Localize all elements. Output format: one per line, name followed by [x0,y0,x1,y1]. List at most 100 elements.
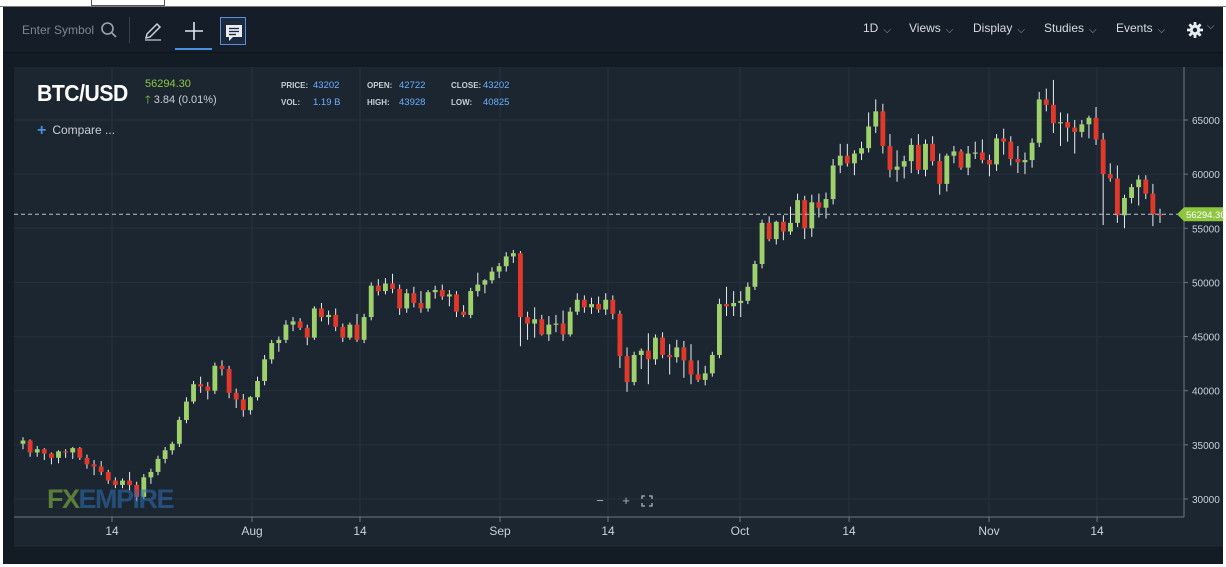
fullscreen-icon [641,495,653,507]
x-tick-label: Nov [978,524,999,538]
candle-body [347,324,353,338]
candlestick-plot[interactable]: 14 Aug 14 Sep 14 Oct 14 Nov 14 30000 35000 40000 450… [14,67,1223,547]
candle-body [1015,158,1021,163]
candle [41,448,47,461]
candle [653,334,658,365]
candle-body [780,221,786,232]
compare-button[interactable]: + Compare ... [37,122,115,140]
candle-body [830,165,836,200]
candle-body [1043,99,1049,105]
x-tick-label: 14 [601,524,615,538]
draw-tool-button[interactable] [138,16,168,46]
candle [581,295,587,313]
search-icon[interactable] [100,21,118,39]
candle-body [617,313,623,357]
candle-body [432,290,438,293]
candle [645,333,651,385]
candle [340,323,346,342]
crosshair-button[interactable] [179,16,209,46]
candle-body [105,471,111,481]
studies-menu[interactable]: Studies ⌵ [1044,21,1097,39]
browser-tab[interactable] [91,0,165,6]
candle [475,272,481,297]
candle-body [894,166,900,170]
candle [951,145,957,164]
settings-button[interactable]: ⌵ [1186,21,1218,39]
candle [468,287,474,319]
candle [425,290,431,312]
candle-body [176,419,182,444]
candle-body [1136,179,1142,188]
candle [141,474,147,499]
candle-body [702,373,708,380]
candle-body [1129,187,1134,198]
candle [681,340,687,378]
candle-body [1150,193,1156,215]
candle [247,396,253,415]
interval-label: 1D [863,21,879,35]
fullscreen-button[interactable] [641,494,663,508]
candle [84,454,90,469]
comments-button[interactable] [220,17,246,45]
candle [240,393,246,417]
interval-menu[interactable]: 1D ⌵ [863,21,891,39]
browser-strip [0,0,1226,7]
candle [1015,145,1021,174]
symbol-input[interactable] [11,16,114,44]
candle [461,305,467,318]
candle [326,310,331,325]
candle [795,193,800,228]
candle-body [1100,139,1106,175]
candle-body [1036,99,1042,143]
candle [553,314,559,333]
y-tick-label: 35000 [1192,441,1220,452]
stat-open-label: OPEN: [367,81,393,90]
candle-body [581,299,587,308]
candle-body [567,311,573,335]
y-tick-label: 30000 [1192,495,1220,506]
candle-body [482,280,488,285]
candle-body [681,347,687,361]
candle-body [674,347,680,358]
zoom-in-button[interactable]: + [622,493,630,508]
studies-label: Studies [1044,21,1085,35]
candle [404,288,410,313]
candle-body [546,324,552,335]
candle [454,291,459,318]
views-menu[interactable]: Views ⌵ [909,21,953,39]
candle-body [375,285,381,292]
pencil-icon [144,22,162,41]
candle-body [724,304,729,307]
candle-body [518,253,523,318]
candle [631,351,637,386]
price-change-value: 3.84 (0.01%) [153,94,217,106]
candle-body [63,451,69,453]
candle [766,216,772,242]
chart-panel[interactable]: 14 Aug 14 Sep 14 Oct 14 Nov 14 30000 35000 40000 450… [14,67,1223,547]
candle-body [745,286,751,301]
candle [503,252,509,272]
candle [617,310,623,368]
candle [127,471,133,491]
candle [269,339,275,364]
candle-body [887,145,893,170]
zoom-out-button[interactable]: − [596,493,604,508]
display-menu[interactable]: Display ⌵ [973,21,1025,39]
stat-low-value: 40825 [483,97,510,108]
chevron-down-icon: ⌵ [945,25,954,36]
candle [1100,132,1106,226]
candle-body [603,299,609,310]
candle [290,317,296,332]
candle [759,219,765,269]
candle-body [709,354,715,374]
y-tick-label: 40000 [1192,387,1220,398]
candle [411,286,417,308]
candle [674,339,680,363]
events-menu[interactable]: Events ⌵ [1116,21,1165,39]
candle [937,153,943,195]
candle [944,153,950,192]
candle [397,284,403,315]
candle [319,303,324,322]
y-tick-label: 60000 [1192,170,1220,181]
candle [908,138,914,174]
